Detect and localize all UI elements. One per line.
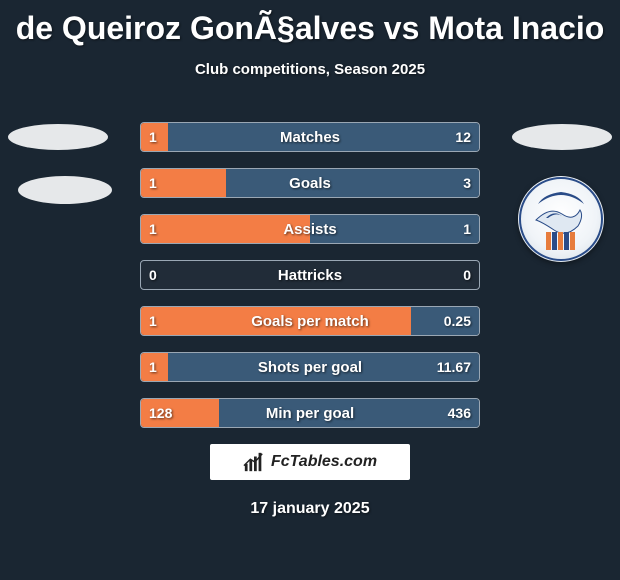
brand-box[interactable]: FcTables.com (210, 444, 410, 480)
stats-panel: Matches112Goals13Assists11Hattricks00Goa… (140, 122, 480, 444)
stat-value-left: 1 (149, 353, 157, 381)
player-left-badge-bottom (18, 176, 112, 204)
stat-bar-left (141, 215, 310, 243)
stat-value-left: 0 (149, 261, 157, 289)
stat-value-right: 3 (463, 169, 471, 197)
club-crest-icon (518, 176, 604, 262)
stat-value-right: 0.25 (444, 307, 471, 335)
stat-bar-right (168, 353, 479, 381)
date-text: 17 january 2025 (0, 500, 620, 518)
page-title: de Queiroz GonÃ§alves vs Mota Inacio (0, 0, 620, 47)
stat-row: Shots per goal111.67 (140, 352, 480, 382)
stat-value-left: 128 (149, 399, 172, 427)
stat-value-right: 1 (463, 215, 471, 243)
stat-bar-left (141, 307, 411, 335)
player-left-badge-top (8, 124, 108, 150)
player-right-badge-top (512, 124, 612, 150)
stat-row: Min per goal128436 (140, 398, 480, 428)
stat-value-right: 12 (455, 123, 471, 151)
stat-bar-right (219, 399, 479, 427)
stat-bar-right (168, 123, 479, 151)
stat-value-right: 0 (463, 261, 471, 289)
stat-row: Goals per match10.25 (140, 306, 480, 336)
stat-value-left: 1 (149, 307, 157, 335)
stat-label: Hattricks (141, 261, 479, 289)
stat-value-left: 1 (149, 123, 157, 151)
stat-row: Assists11 (140, 214, 480, 244)
stat-bar-right (310, 215, 479, 243)
stat-value-right: 11.67 (437, 353, 471, 381)
brand-label: FcTables.com (271, 453, 377, 471)
stat-bar-right (226, 169, 480, 197)
stat-value-left: 1 (149, 215, 157, 243)
stat-row: Goals13 (140, 168, 480, 198)
subtitle: Club competitions, Season 2025 (0, 61, 620, 78)
stat-row: Hattricks0 0 (140, 260, 480, 290)
stat-value-right: 436 (448, 399, 471, 427)
stat-value-left: 1 (149, 169, 157, 197)
bars-chart-icon (243, 451, 265, 473)
stat-row: Matches112 (140, 122, 480, 152)
